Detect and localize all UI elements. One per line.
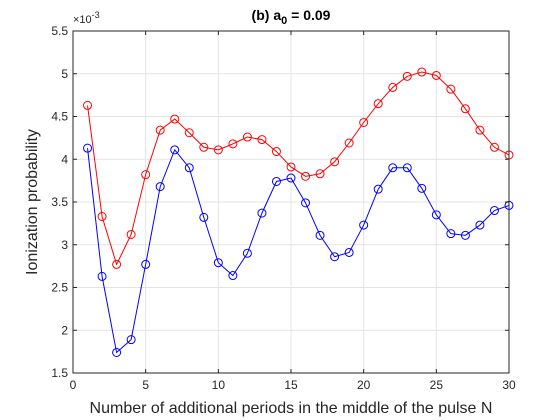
- series-2-point: [83, 143, 93, 153]
- chart-title-suffix: = 0.09: [287, 7, 330, 23]
- x-tick-label: 0: [70, 378, 77, 392]
- x-tick-label: 10: [212, 378, 226, 392]
- series-1-point: [431, 70, 441, 80]
- y-exponent-power: -3: [92, 10, 100, 20]
- chart-title-prefix: (b) a: [252, 7, 282, 23]
- series-2-point: [228, 271, 238, 281]
- series-1-point: [126, 229, 136, 239]
- series-1-point: [301, 171, 311, 181]
- series-2-point: [242, 248, 252, 258]
- series-2-point: [184, 163, 194, 173]
- series-2-point: [475, 220, 485, 230]
- series-1-point: [402, 71, 412, 81]
- series-1-point: [446, 84, 456, 94]
- series-2-point: [97, 271, 107, 281]
- series-1-point: [155, 125, 165, 135]
- series-1-point: [184, 128, 194, 138]
- series-1-point: [489, 142, 499, 152]
- y-axis-label: Ionization probability: [24, 129, 41, 275]
- series-2-point: [141, 259, 151, 269]
- y-tick-label: 5.5: [51, 24, 68, 38]
- series-2-point: [344, 247, 354, 257]
- y-tick-label: 2: [61, 323, 68, 337]
- x-tick-label: 15: [284, 378, 298, 392]
- series-1-point: [286, 162, 296, 172]
- series-2-point: [417, 183, 427, 193]
- y-tick-label: 5: [61, 67, 68, 81]
- y-tick-label: 3: [61, 238, 68, 252]
- y-tick-label: 2.5: [51, 281, 68, 295]
- series-1-point: [475, 125, 485, 135]
- series-2-point: [373, 184, 383, 194]
- x-tick-label: 30: [502, 378, 516, 392]
- series-1-point: [460, 104, 470, 114]
- series-1-point: [213, 145, 223, 155]
- series-2-point: [330, 252, 340, 262]
- series-1-point: [344, 138, 354, 148]
- y-tick-label: 3.5: [51, 195, 68, 209]
- grid: [73, 31, 509, 373]
- x-tick-label: 20: [357, 378, 371, 392]
- series-2-point: [402, 163, 412, 173]
- series-1-point: [141, 170, 151, 180]
- series-2-point: [170, 145, 180, 155]
- series-2-point: [315, 230, 325, 240]
- series-1-point: [228, 139, 238, 149]
- y-exponent-base: ×10: [73, 14, 92, 26]
- chart-title: (b) a0 = 0.09: [252, 7, 331, 27]
- series-2-point: [359, 220, 369, 230]
- y-exponent: ×10-3: [73, 10, 100, 26]
- series-1-point: [388, 82, 398, 92]
- y-tick-label: 4: [61, 152, 68, 166]
- series-2-point: [271, 176, 281, 186]
- y-tick-label: 4.5: [51, 110, 68, 124]
- x-tick-label: 5: [142, 378, 149, 392]
- series-1-point: [257, 135, 267, 145]
- series-1-point: [170, 114, 180, 124]
- series-layer: [83, 67, 514, 357]
- series-1-point: [330, 157, 340, 167]
- series-line-1: [87, 71, 510, 266]
- x-axis-label: Number of additional periods in the midd…: [90, 400, 493, 417]
- chart-title-subscript: 0: [281, 15, 287, 27]
- ticks: 0 5 10 15 20 25 30 1.5 2 2.5 3 3.5 4 4.5 5 5.5: [51, 24, 516, 392]
- y-tick-label: 1.5: [51, 366, 68, 380]
- series-1-point: [97, 212, 107, 222]
- series-2-point: [286, 173, 296, 183]
- series-1-point: [83, 100, 93, 110]
- x-tick-label: 25: [430, 378, 444, 392]
- series-2-point: [431, 210, 441, 220]
- series-2-point: [257, 208, 267, 218]
- series-2-point: [301, 198, 311, 208]
- series-2-point: [126, 335, 136, 345]
- series-2-point: [155, 182, 165, 192]
- series-2-point: [460, 230, 470, 240]
- series-2-point: [489, 206, 499, 216]
- series-1-point: [373, 99, 383, 109]
- series-1-point: [417, 67, 427, 77]
- series-2-point: [112, 347, 122, 357]
- series-2-point: [213, 258, 223, 268]
- series-2-point: [199, 212, 209, 222]
- series-1-point: [315, 169, 325, 179]
- series-2-point: [446, 229, 456, 239]
- series-1-point: [359, 117, 369, 127]
- series-1-point: [199, 142, 209, 152]
- series-1-point: [112, 259, 122, 269]
- series-1-point: [271, 147, 281, 157]
- series-2-point: [388, 163, 398, 173]
- series-1-point: [242, 132, 252, 142]
